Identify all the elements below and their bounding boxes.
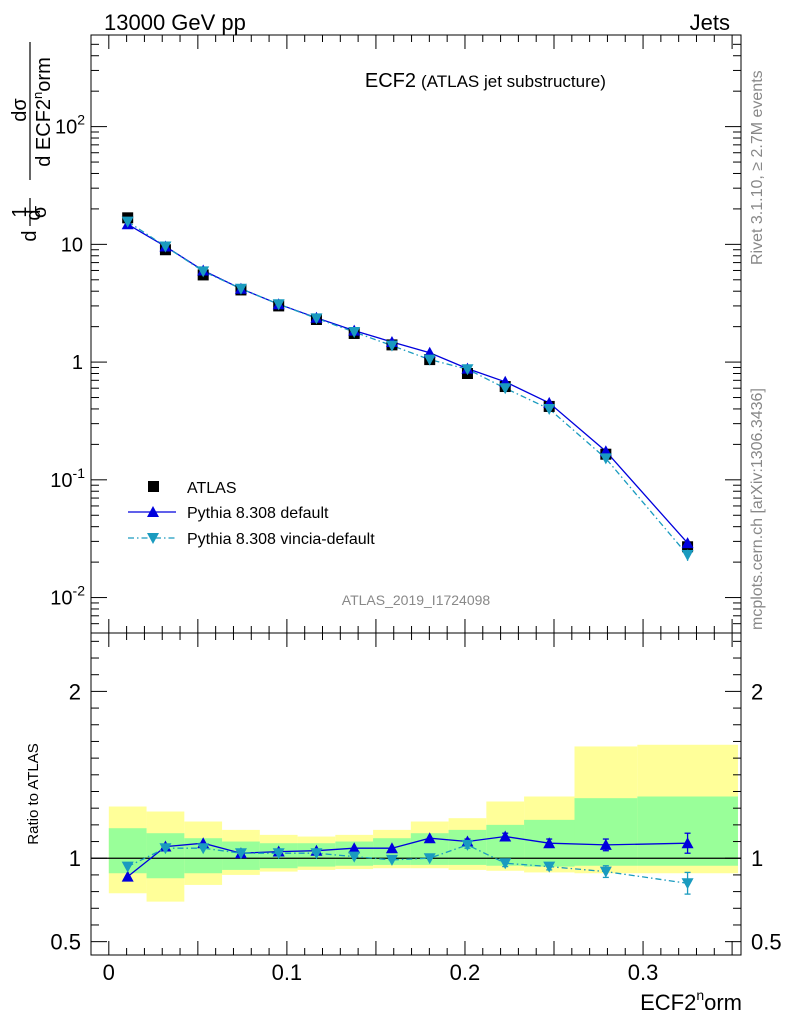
ratio-band-inner (637, 796, 738, 866)
legend: ATLAS Pythia 8.308 default Pythia 8.308 … (128, 480, 375, 548)
ratio-pythia-vincia-point (543, 861, 556, 873)
pythia-vincia-point (272, 299, 285, 311)
ratio-pythia-vincia-point (499, 858, 512, 870)
legend-item-pythia-default: Pythia 8.308 default (128, 505, 329, 522)
legend-marker-pythia-default (147, 506, 159, 517)
ratio-pythia-vincia-point (197, 843, 210, 855)
x-axis-label: ECF2norm (640, 987, 742, 1015)
ratio-pythia-default-point (543, 837, 556, 849)
legend-label-atlas: ATLAS (187, 480, 237, 497)
pythia-vincia-point (385, 340, 398, 352)
x-tick-label: 0.3 (628, 960, 659, 985)
ratio-pythia-vincia-point (234, 848, 247, 860)
ratio-pythia-default-point (121, 870, 134, 882)
ratio-pythia-default-point (423, 832, 436, 844)
legend-label-pythia-default: Pythia 8.308 default (187, 505, 329, 522)
ratio-marks (91, 744, 741, 902)
svg-text:d: d (23, 209, 45, 220)
main-marks (121, 212, 694, 561)
main-ytick-label: 10-2 (50, 583, 85, 610)
pythia-vincia-point (599, 453, 612, 465)
ratio-pythia-vincia-point (121, 861, 134, 873)
legend-item-atlas: ATLAS (148, 480, 237, 497)
mcplots-label: mcplots.cern.ch [arXiv:1306.3436] (749, 388, 766, 630)
ratio-ylabel: Ratio to ATLAS (25, 743, 42, 844)
header-right: Jets (690, 10, 730, 35)
legend-item-pythia-vincia: Pythia 8.308 vincia-default (128, 531, 375, 548)
svg-text:1: 1 (9, 206, 31, 217)
ratio-ytick-label-right: 0.5 (751, 930, 782, 955)
svg-text:d ECF2norm: d ECF2norm (30, 57, 55, 167)
ratio-pythia-default-point (599, 838, 612, 850)
main-ytick-label: 10 (61, 234, 83, 256)
pythia-vincia-point (234, 283, 247, 295)
header-left: 13000 GeV pp (104, 10, 246, 35)
ratio-series-line-0 (127, 835, 688, 878)
pythia-vincia-point (310, 313, 323, 325)
analysis-label: ATLAS_2019_I1724098 (342, 592, 491, 608)
chart-subtitle: (ATLAS jet substructure) (421, 72, 606, 91)
svg-text:σ: σ (29, 205, 51, 218)
legend-marker-atlas (148, 481, 159, 492)
pythia-vincia-point (348, 327, 361, 339)
ratio-pythia-vincia-point (272, 848, 285, 860)
ratio-ytick-label-right: 2 (751, 679, 763, 704)
ratio-ytick-label: 0.5 (50, 930, 81, 955)
x-tick-label: 0 (103, 960, 115, 985)
pythia-vincia-point (461, 364, 474, 376)
ratio-series-line-1 (127, 844, 688, 884)
ratio-band-inner (574, 798, 638, 866)
svg-text:dσ: dσ (9, 98, 31, 122)
rivet-label: Rivet 3.1.10, ≥ 2.7M events (749, 70, 766, 265)
ratio-pythia-default-point (348, 842, 361, 854)
ratio-ytick-label: 1 (69, 846, 81, 871)
ratio-panel: 0.5 0.5 1 1 2 2 0 0.1 0.2 0.3 Ratio to ATLAS (25, 632, 782, 985)
ratio-pythia-vincia-point (681, 878, 694, 890)
ratio-band-inner (146, 833, 185, 879)
main-panel: 10-2 10-1 1 10 102 ECF2 (ATLAS jet substruct… (9, 34, 742, 634)
ratio-frame (90, 632, 742, 956)
ratio-pythia-vincia-point (310, 848, 323, 860)
pythia-vincia-point (499, 383, 512, 395)
ratio-pythia-vincia-point (159, 843, 172, 855)
svg-text:d: d (19, 230, 41, 241)
ratio-pythia-vincia-point (385, 854, 398, 866)
legend-label-pythia-vincia: Pythia 8.308 vincia-default (187, 531, 375, 548)
ratio-axes: 0.5 0.5 1 1 2 2 0 0.1 0.2 0.3 (50, 633, 782, 985)
legend-marker-pythia-vincia (147, 533, 159, 544)
ratio-pythia-vincia-point (599, 866, 612, 878)
ratio-pythia-vincia-point (348, 851, 361, 863)
ratio-pythia-default-point (681, 837, 694, 849)
ratio-pythia-default-point (385, 842, 398, 854)
pythia-vincia-point (121, 216, 134, 228)
pythia-vincia-point (197, 266, 210, 278)
ratio-ytick-label: 2 (69, 679, 81, 704)
main-ytick-label: 1 (72, 352, 83, 374)
main-axes: 10-2 10-1 1 10 102 (50, 34, 741, 634)
main-series-line-2 (127, 221, 689, 556)
x-tick-label: 0.2 (450, 960, 481, 985)
main-ylabel: d 1 σ d dσ d ECF2norm (9, 42, 55, 242)
ratio-ytick-label-right: 1 (751, 846, 763, 871)
ratio-pythia-vincia-point (423, 853, 436, 865)
chart-title: ECF2 (365, 70, 416, 92)
main-ytick-label: 10-1 (50, 465, 85, 492)
pythia-vincia-point (423, 354, 436, 366)
ratio-pythia-vincia-point (461, 839, 474, 851)
x-tick-label: 0.1 (272, 960, 303, 985)
main-ytick-label: 102 (55, 112, 85, 139)
pythia-vincia-point (159, 241, 172, 253)
pythia-vincia-point (543, 403, 556, 415)
pythia-default-point (681, 537, 694, 549)
ratio-pythia-default-point (499, 830, 512, 842)
